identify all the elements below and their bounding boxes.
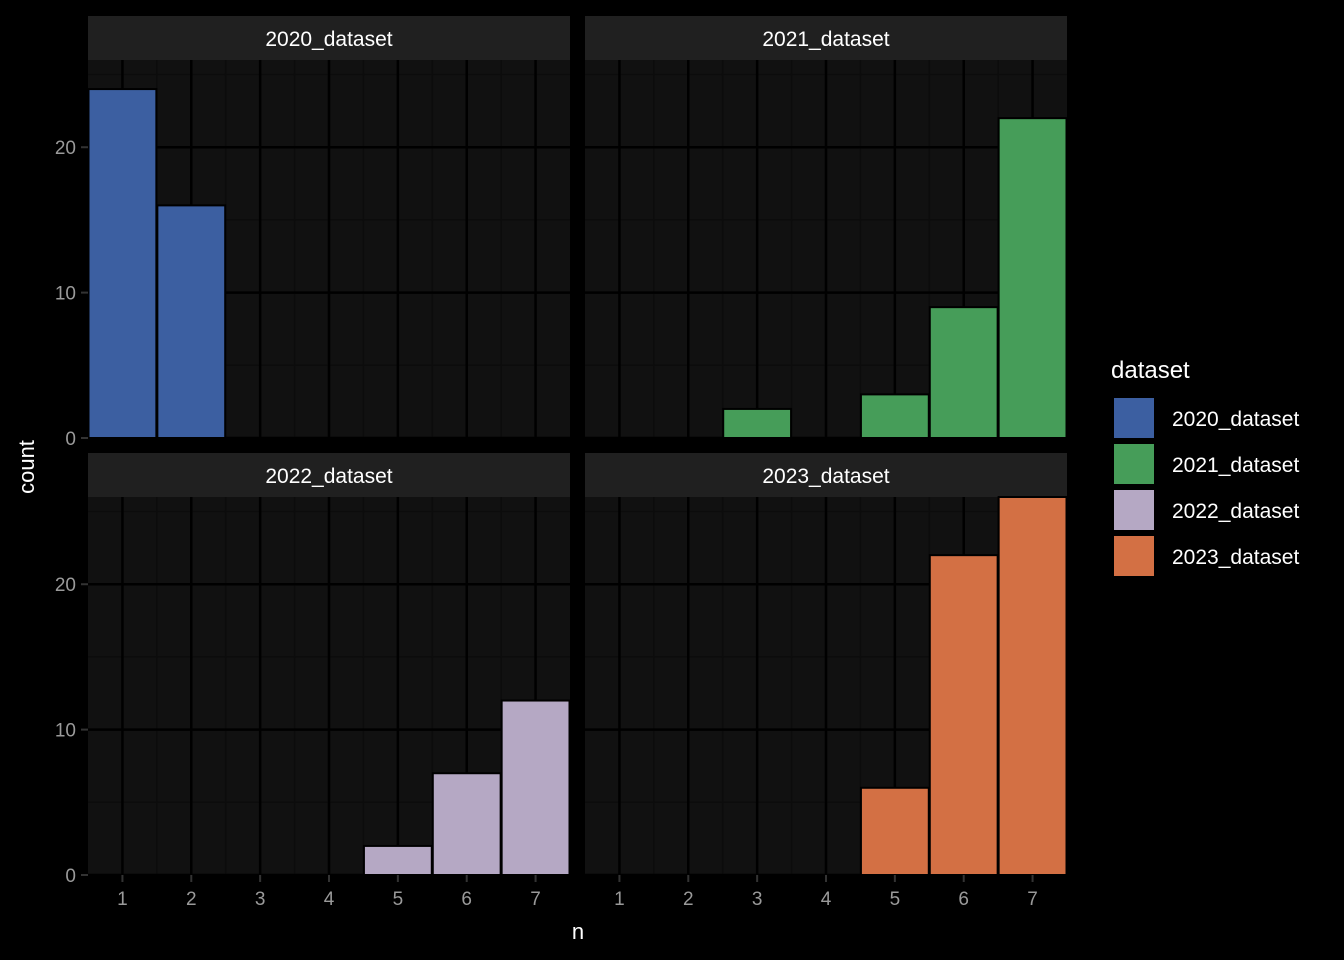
histogram-bar: [362, 844, 433, 877]
histogram-bar: [997, 117, 1068, 440]
x-tick-label: 5: [393, 889, 404, 910]
y-tick-label: 0: [65, 866, 76, 887]
x-tick-label: 4: [324, 889, 335, 910]
histogram-bar: [928, 554, 999, 877]
facet-panel: 2023_dataset 1 2 3 4 5 6 7: [585, 453, 1068, 910]
legend-key-label: 2023_dataset: [1172, 546, 1299, 569]
facet-strip: [585, 16, 1067, 60]
facet-strip-label: 2023_dataset: [762, 465, 889, 488]
x-tick-label: 6: [461, 889, 472, 910]
facet-strip: [585, 453, 1067, 497]
legend-key-label: 2021_dataset: [1172, 454, 1299, 477]
legend: dataset 2020_dataset 2021_dataset 2022_dat…: [1111, 357, 1299, 576]
facet-panels: 2020_dataset010202021_dataset2022_datase…: [55, 16, 1068, 910]
y-tick-label: 0: [65, 429, 76, 450]
histogram-bar: [997, 496, 1068, 876]
x-tick-label: 2: [683, 889, 694, 910]
histogram-bar: [431, 772, 502, 877]
legend-key-label: 2022_dataset: [1172, 500, 1299, 523]
legend-title: dataset: [1111, 357, 1190, 384]
facet-strip: [88, 453, 570, 497]
x-tick-label: 7: [530, 889, 541, 910]
histogram-bar: [722, 407, 793, 439]
histogram-bar: [156, 204, 227, 439]
legend-key-swatch: [1114, 398, 1154, 438]
legend-key-swatch: [1114, 444, 1154, 484]
x-tick-label: 6: [958, 889, 969, 910]
histogram-bar: [859, 393, 930, 439]
histogram-bar: [87, 88, 158, 439]
legend-key-swatch: [1114, 536, 1154, 576]
y-tick-label: 20: [55, 575, 76, 596]
x-tick-label: 2: [186, 889, 197, 910]
y-tick-label: 10: [55, 284, 76, 305]
x-tick-label: 7: [1027, 889, 1038, 910]
x-tick-label: 3: [752, 889, 763, 910]
x-tick-label: 1: [117, 889, 128, 910]
facet-panel: 2022_dataset 0 10 20 1 2 3 4 5 6 7: [55, 453, 571, 910]
facet-strip-label: 2021_dataset: [762, 28, 889, 51]
histogram-bar: [859, 786, 930, 876]
y-axis-label: count: [14, 440, 39, 494]
x-tick-label: 5: [890, 889, 901, 910]
legend-key-swatch: [1114, 490, 1154, 530]
y-tick-label: 20: [55, 138, 76, 159]
x-axis-label: n: [572, 919, 584, 944]
histogram-bar: [928, 306, 999, 439]
legend-key-label: 2020_dataset: [1172, 408, 1299, 431]
x-tick-label: 1: [614, 889, 625, 910]
facet-panel: 2020_dataset 0 10 20: [55, 16, 570, 450]
histogram-bar: [500, 699, 571, 876]
y-tick-label: 10: [55, 721, 76, 742]
facet-strip-label: 2022_dataset: [265, 465, 392, 488]
x-tick-label: 3: [255, 889, 266, 910]
x-tick-label: 4: [821, 889, 832, 910]
facet-strip-label: 2020_dataset: [265, 28, 392, 51]
facet-strip: [88, 16, 570, 60]
facet-panel: 2021_dataset: [585, 16, 1068, 440]
